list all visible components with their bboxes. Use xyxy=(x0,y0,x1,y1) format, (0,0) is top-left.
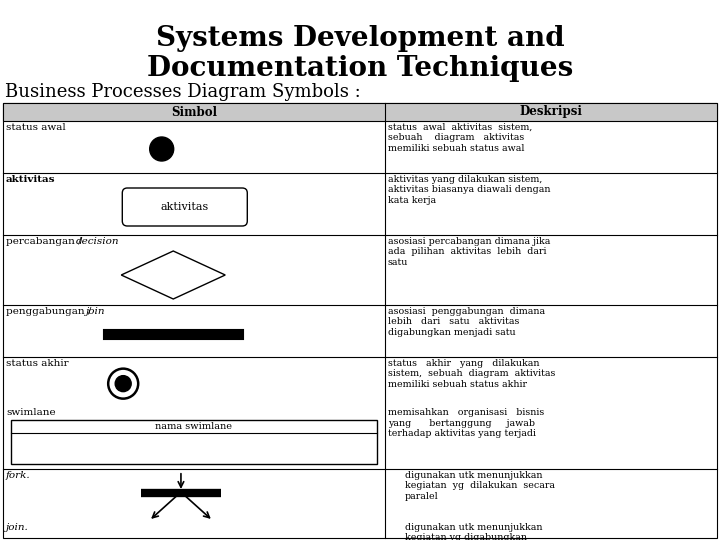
Text: Business Processes Diagram Symbols :: Business Processes Diagram Symbols : xyxy=(5,83,361,101)
Text: digunakan utk menunjukkan
kegiatan yg digabungkan: digunakan utk menunjukkan kegiatan yg di… xyxy=(405,523,542,540)
Text: penggabungan /: penggabungan / xyxy=(6,307,94,316)
Bar xyxy=(3,103,717,538)
Circle shape xyxy=(150,137,174,161)
Text: aktivitas: aktivitas xyxy=(161,202,209,212)
Text: Systems Development and: Systems Development and xyxy=(156,25,564,52)
Text: aktivitas yang dilakukan sistem,
aktivitas biasanya diawali dengan
kata kerja: aktivitas yang dilakukan sistem, aktivit… xyxy=(388,175,551,205)
Text: Simbol: Simbol xyxy=(171,105,217,118)
Circle shape xyxy=(115,376,131,392)
Polygon shape xyxy=(121,251,225,299)
Text: memisahkan   organisasi   bisnis
yang      bertanggung     jawab
terhadap aktivi: memisahkan organisasi bisnis yang bertan… xyxy=(388,408,544,438)
Text: swimlane: swimlane xyxy=(6,408,55,417)
Text: status  awal  aktivitas  sistem,
sebuah    diagram   aktivitas
memiliki sebuah s: status awal aktivitas sistem, sebuah dia… xyxy=(388,123,532,153)
Bar xyxy=(3,103,717,121)
Text: join: join xyxy=(86,307,106,316)
Text: decision: decision xyxy=(76,237,120,246)
Text: join.: join. xyxy=(6,523,29,532)
Text: status   akhir   yang   dilakukan
sistem,  sebuah  diagram  aktivitas
memiliki s: status akhir yang dilakukan sistem, sebu… xyxy=(388,359,555,389)
Text: nama swimlane: nama swimlane xyxy=(156,422,233,431)
Text: status awal: status awal xyxy=(6,123,66,132)
Text: fork.: fork. xyxy=(6,471,31,480)
Bar xyxy=(11,420,377,464)
Text: status akhir: status akhir xyxy=(6,359,68,368)
Text: asosiasi  penggabungan  dimana
lebih   dari   satu   aktivitas
digabungkan menja: asosiasi penggabungan dimana lebih dari … xyxy=(388,307,545,337)
Text: asosiasi percabangan dimana jika
ada  pilihan  aktivitas  lebih  dari
satu: asosiasi percabangan dimana jika ada pil… xyxy=(388,237,550,267)
Text: aktivitas: aktivitas xyxy=(6,175,55,184)
Text: digunakan utk menunjukkan
kegiatan  yg  dilakukan  secara
paralel: digunakan utk menunjukkan kegiatan yg di… xyxy=(405,471,555,501)
FancyBboxPatch shape xyxy=(122,188,247,226)
Text: Deskripsi: Deskripsi xyxy=(520,105,582,118)
Text: Documentation Techniques: Documentation Techniques xyxy=(147,55,573,82)
Circle shape xyxy=(108,369,138,399)
Text: percabangan /: percabangan / xyxy=(6,237,85,246)
